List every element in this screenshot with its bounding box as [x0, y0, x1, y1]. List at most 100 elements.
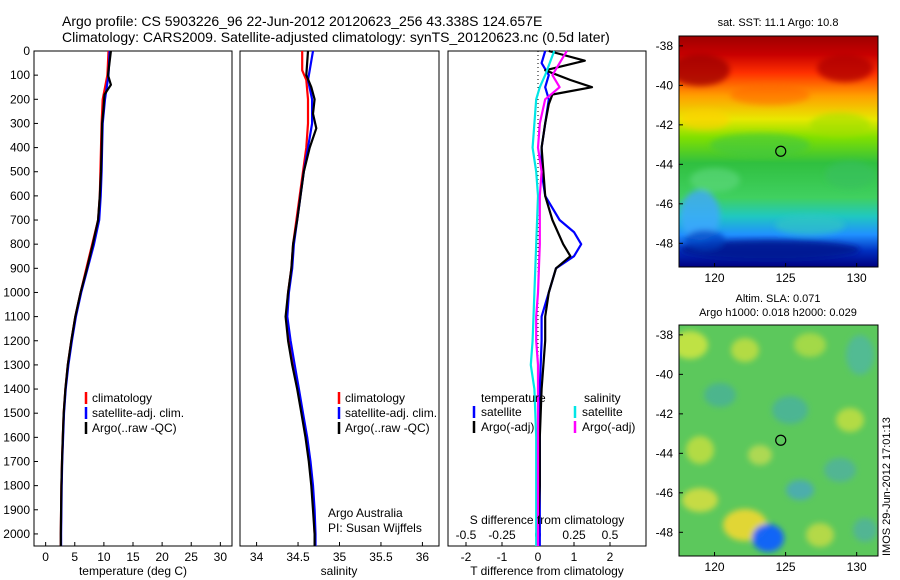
argo-location-marker	[775, 145, 787, 157]
map-x-tick-label: 125	[776, 560, 796, 574]
title-line-2: Climatology: CARS2009. Satellite-adjuste…	[62, 29, 610, 45]
map-y-tick-label: -38	[656, 39, 674, 53]
y-tick-label: 200	[10, 92, 30, 106]
y-tick-label: 500	[10, 165, 30, 179]
legend-label-argo: Argo(..raw -QC)	[345, 421, 430, 435]
y-tick-label: 1700	[3, 454, 30, 468]
map-y-tick-label: -42	[656, 407, 674, 421]
y-tick-label: 300	[10, 116, 30, 130]
sst-map-title: sat. SST: 11.1 Argo: 10.8	[718, 17, 839, 29]
y-tick-label: 1400	[3, 382, 30, 396]
y-tick-label: 700	[10, 213, 30, 227]
x-tick-label: 1	[571, 550, 578, 564]
x-tick-label: 30	[214, 550, 228, 564]
x-tick-label: 25	[185, 550, 199, 564]
difference-xlabel-top: S difference from climatology	[470, 513, 625, 527]
x-tick-label: 35.5	[369, 550, 393, 564]
sst-map-frame	[678, 35, 879, 268]
top-tick-label: -0.25	[488, 528, 516, 542]
y-tick-label: 1800	[3, 479, 30, 493]
series-argo-raw-qc-	[284, 50, 318, 546]
y-tick-label: 1300	[3, 358, 30, 372]
series-temperature-argo-adj-	[536, 49, 594, 546]
series-argo-raw-qc-	[59, 50, 113, 546]
map-x-tick-label: 130	[847, 271, 867, 285]
y-tick-label: 100	[10, 68, 30, 82]
x-tick-label: 34	[250, 550, 264, 564]
legend-header-temperature: temperature	[481, 391, 546, 405]
map-y-tick-label: -40	[656, 78, 674, 92]
temperature-legend: climatology satellite-adj. clim. Argo(..…	[84, 391, 184, 435]
temperature-series	[59, 50, 113, 546]
sst-map-axes: 120 125 130 -38 -40 -42 -44 -46 -48	[656, 39, 867, 285]
sla-texture	[679, 331, 877, 552]
map-y-tick-label: -48	[656, 236, 674, 250]
legend-header-salinity: salinity	[584, 391, 621, 405]
series-salinity-satellite	[529, 50, 556, 546]
series-salinity-argo-adj-	[535, 50, 568, 546]
annotation-argo-australia: Argo Australia	[328, 506, 403, 520]
y-tick-label: 1500	[3, 406, 30, 420]
top-tick-label: -0.5	[456, 528, 477, 542]
annotation-pi: PI: Susan Wijffels	[328, 521, 422, 535]
y-tick-label: 1600	[3, 430, 30, 444]
temperature-xlabel: temperature (deg C)	[79, 564, 187, 578]
x-tick-label: 2	[607, 550, 614, 564]
difference-legend: temperature salinity satellite Argo(-adj…	[472, 391, 635, 434]
x-tick-label: 34.5	[286, 550, 310, 564]
map-y-tick-label: -46	[656, 197, 674, 211]
map-y-tick-label: -46	[656, 486, 674, 500]
y-tick-label: 1200	[3, 334, 30, 348]
title-line-1: Argo profile: CS 5903226_96 22-Jun-2012 …	[62, 13, 542, 29]
legend-label-satellite: satellite-adj. clim.	[345, 406, 437, 420]
sst-map	[679, 36, 878, 267]
x-tick-label: -1	[497, 550, 508, 564]
y-tick-label: 1900	[3, 503, 30, 517]
legend-label-climatology: climatology	[345, 391, 405, 405]
map-y-tick-label: -42	[656, 118, 674, 132]
sla-map-frame	[678, 324, 879, 557]
sla-field	[679, 325, 878, 556]
y-tick-label: 2000	[3, 527, 30, 541]
map-x-tick-label: 125	[776, 271, 796, 285]
map-y-tick-label: -44	[656, 446, 674, 460]
map-y-tick-label: -40	[656, 367, 674, 381]
map-y-tick-label: -38	[656, 328, 674, 342]
map-x-tick-label: 120	[705, 271, 725, 285]
map-y-tick-label: -48	[656, 525, 674, 539]
x-tick-label: -2	[461, 550, 472, 564]
sst-texture	[679, 54, 875, 260]
legend-label-argo: Argo(..raw -QC)	[92, 421, 177, 435]
difference-series	[529, 49, 594, 546]
salinity-xlabel: salinity	[321, 564, 358, 578]
temperature-axes: 0100200300400500600700800900100011001200…	[3, 44, 227, 564]
map-y-tick-label: -44	[656, 157, 674, 171]
argo-location-marker	[775, 434, 787, 446]
legend-label-satellite: satellite-adj. clim.	[92, 406, 184, 420]
imos-stamp: IMOS 29-Jun-2012 17:01:13	[881, 417, 893, 556]
legend-label-temp-argo: Argo(-adj)	[481, 420, 534, 434]
y-tick-label: 400	[10, 141, 30, 155]
y-tick-label: 1000	[3, 285, 30, 299]
x-tick-label: 36	[416, 550, 430, 564]
sla-map	[679, 325, 878, 556]
x-tick-label: 15	[126, 550, 140, 564]
legend-label-sal-satellite: satellite	[582, 405, 623, 419]
legend-label-climatology: climatology	[92, 391, 152, 405]
x-tick-label: 35	[333, 550, 347, 564]
x-tick-label: 5	[71, 550, 78, 564]
x-tick-label: 0	[535, 550, 542, 564]
sla-map-axes: 120 125 130 -38 -40 -42 -44 -46 -48	[656, 328, 867, 574]
salinity-panel	[239, 50, 440, 547]
salinity-axes: 34 34.5 35 35.5 36	[250, 542, 430, 564]
map-x-tick-label: 130	[847, 560, 867, 574]
x-tick-label: 10	[97, 550, 111, 564]
y-tick-label: 900	[10, 261, 30, 275]
map-x-tick-label: 120	[705, 560, 725, 574]
salinity-series	[284, 50, 318, 546]
x-tick-label: 20	[155, 550, 169, 564]
y-tick-label: 1100	[4, 310, 30, 324]
y-tick-label: 0	[23, 44, 30, 58]
temperature-panel	[33, 50, 233, 547]
